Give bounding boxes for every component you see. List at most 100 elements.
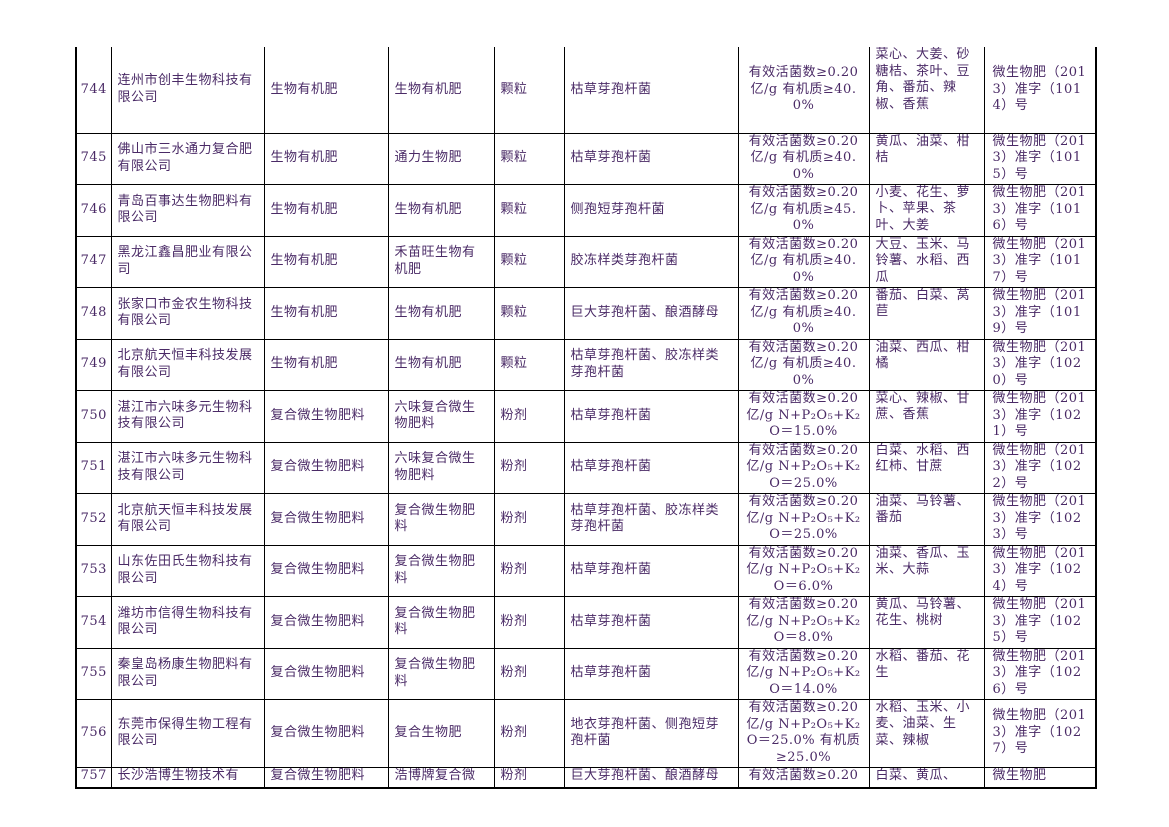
row-number: 746: [75, 183, 112, 237]
product-name: 生物有机肥: [387, 183, 495, 237]
company: 佛山市三水通力复合肥有限公司: [110, 132, 265, 185]
product-category: 复合微生物肥料: [263, 544, 389, 597]
row-number: 744: [75, 47, 112, 134]
table-row: 748 张家口市金农生物科技有限公司 生物有机肥 生物有机肥 颗粒 巨大芽孢杆菌、酿酒酵母…: [75, 286, 1097, 340]
table-row: 754 潍坊市信得生物科技有限公司 复合微生物肥料 复合微生物肥料 粉剂 枯草芽孢杆菌 有效…: [75, 595, 1097, 649]
registration-number: 微生物肥（2013）准字（1017）号: [983, 235, 1097, 288]
content: 有效活菌数≥0.20亿/g N+P₂O₅+K₂O＝8.0%: [737, 595, 870, 649]
row-number: 757: [75, 766, 112, 789]
strain: 枯草芽孢杆菌、胶冻样类芽孢杆菌: [563, 492, 739, 546]
product-name: 生物有机肥: [387, 286, 495, 340]
registration-number: 微生物肥（2013）准字（1027）号: [983, 698, 1097, 768]
content: 有效活菌数≥0.20亿/g 有机质≥40.0%: [737, 235, 870, 288]
strain: 胶冻样类芽孢杆菌: [563, 235, 739, 288]
strain: 枯草芽孢杆菌: [563, 132, 739, 185]
company: 湛江市六味多元生物科技有限公司: [110, 389, 265, 443]
form: 颗粒: [493, 183, 565, 237]
crops: 水稻、玉米、小麦、油菜、生菜、辣椒: [868, 698, 985, 768]
strain: 枯草芽孢杆菌: [563, 389, 739, 443]
strain: 巨大芽孢杆菌、酿酒酵母: [563, 766, 739, 789]
crops: 大豆、玉米、马铃薯、水稻、西瓜: [868, 235, 985, 288]
company: 潍坊市信得生物科技有限公司: [110, 595, 265, 649]
crops: 黄瓜、油菜、柑桔: [868, 132, 985, 185]
product-name: 通力生物肥: [387, 132, 495, 185]
company: 张家口市金农生物科技有限公司: [110, 286, 265, 340]
registration-number: 微生物肥（2013）准字（1020）号: [983, 338, 1097, 391]
company: 东莞市保得生物工程有限公司: [110, 698, 265, 768]
crops: 油菜、西瓜、柑橘: [868, 338, 985, 391]
product-category: 复合微生物肥料: [263, 441, 389, 494]
product-name: 生物有机肥: [387, 47, 495, 134]
company: 黑龙江鑫昌肥业有限公司: [110, 235, 265, 288]
strain: 枯草芽孢杆菌、胶冻样类芽孢杆菌: [563, 338, 739, 391]
crops: 油菜、马铃薯、番茄: [868, 492, 985, 546]
data-table: 744 连州市创丰生物科技有限公司 生物有机肥 生物有机肥 颗粒 枯草芽孢杆菌 有效活菌数≥…: [75, 47, 1097, 789]
registration-number: 微生物肥（2013）准字（1019）号: [983, 286, 1097, 340]
product-category: 生物有机肥: [263, 235, 389, 288]
form: 粉剂: [493, 698, 565, 768]
product-name: 生物有机肥: [387, 338, 495, 391]
form: 粉剂: [493, 389, 565, 443]
strain: 枯草芽孢杆菌: [563, 595, 739, 649]
strain: 枯草芽孢杆菌: [563, 544, 739, 597]
company: 山东佐田氏生物科技有限公司: [110, 544, 265, 597]
product-category: 生物有机肥: [263, 338, 389, 391]
content: 有效活菌数≥0.20亿/g 有机质≥40.0%: [737, 286, 870, 340]
content: 有效活菌数≥0.20亿/g 有机质≥40.0%: [737, 338, 870, 391]
product-name: 禾苗旺生物有机肥: [387, 235, 495, 288]
product-name: 六味复合微生物肥料: [387, 389, 495, 443]
content: 有效活菌数≥0.20亿/g N+P₂O₅+K₂O＝6.0%: [737, 544, 870, 597]
strain: 枯草芽孢杆菌: [563, 47, 739, 134]
product-name: 复合生物肥: [387, 698, 495, 768]
registration-number: 微生物肥（2013）准字（1025）号: [983, 595, 1097, 649]
company: 秦皇岛杨康生物肥料有限公司: [110, 647, 265, 700]
table-body: 744 连州市创丰生物科技有限公司 生物有机肥 生物有机肥 颗粒 枯草芽孢杆菌 有效活菌数≥…: [75, 47, 1097, 789]
row-number: 750: [75, 389, 112, 443]
form: 颗粒: [493, 338, 565, 391]
registration-number: 微生物肥（2013）准字（1021）号: [983, 389, 1097, 443]
company: 湛江市六味多元生物科技有限公司: [110, 441, 265, 494]
form: 颗粒: [493, 286, 565, 340]
strain: 枯草芽孢杆菌: [563, 647, 739, 700]
registration-number: 微生物肥（2013）准字（1023）号: [983, 492, 1097, 546]
row-number: 753: [75, 544, 112, 597]
registration-number: 微生物肥: [983, 766, 1097, 789]
row-number: 748: [75, 286, 112, 340]
crops: 白菜、黄瓜、: [868, 766, 985, 789]
row-number: 749: [75, 338, 112, 391]
content: 有效活菌数≥0.20亿/g 有机质≥40.0%: [737, 132, 870, 185]
form: 颗粒: [493, 47, 565, 134]
product-category: 生物有机肥: [263, 132, 389, 185]
registration-number: 微生物肥（2013）准字（1022）号: [983, 441, 1097, 494]
content: 有效活菌数≥0.20亿/g 有机质≥40.0%: [737, 47, 870, 134]
table-row: 750 湛江市六味多元生物科技有限公司 复合微生物肥料 六味复合微生物肥料 粉剂 枯草芽孢…: [75, 389, 1097, 443]
registration-number: 微生物肥（2013）准字（1016）号: [983, 183, 1097, 237]
company: 连州市创丰生物科技有限公司: [110, 47, 265, 134]
crops: 水稻、番茄、花生: [868, 647, 985, 700]
product-category: 复合微生物肥料: [263, 766, 389, 789]
table-row: 756 东莞市保得生物工程有限公司 复合微生物肥料 复合生物肥 粉剂 地衣芽孢杆菌、侧孢短…: [75, 698, 1097, 768]
table-row: 753 山东佐田氏生物科技有限公司 复合微生物肥料 复合微生物肥料 粉剂 枯草芽孢杆菌 有效…: [75, 544, 1097, 597]
row-number: 745: [75, 132, 112, 185]
strain: 地衣芽孢杆菌、侧孢短芽孢杆菌: [563, 698, 739, 768]
product-name: 复合微生物肥料: [387, 544, 495, 597]
product-name: 复合微生物肥料: [387, 492, 495, 546]
row-number: 756: [75, 698, 112, 768]
content: 有效活菌数≥0.20亿/g N+P₂O₅+K₂O＝25.0% 有机质≥25.0%: [737, 698, 870, 768]
form: 颗粒: [493, 235, 565, 288]
crops: 黄瓜、马铃薯、花生、桃树: [868, 595, 985, 649]
crops: 油菜、香瓜、玉米、大蒜: [868, 544, 985, 597]
product-category: 复合微生物肥料: [263, 389, 389, 443]
form: 粉剂: [493, 595, 565, 649]
crops: 番茄、白菜、莴苣: [868, 286, 985, 340]
row-number: 752: [75, 492, 112, 546]
product-name: 复合微生物肥料: [387, 647, 495, 700]
content: 有效活菌数≥0.20: [737, 766, 870, 789]
registration-number: 微生物肥（2013）准字（1014）号: [983, 47, 1097, 134]
table-row: 755 秦皇岛杨康生物肥料有限公司 复合微生物肥料 复合微生物肥料 粉剂 枯草芽孢杆菌 有效…: [75, 647, 1097, 700]
registration-number: 微生物肥（2013）准字（1024）号: [983, 544, 1097, 597]
company: 北京航天恒丰科技发展有限公司: [110, 338, 265, 391]
content: 有效活菌数≥0.20亿/g 有机质≥45.0%: [737, 183, 870, 237]
product-category: 复合微生物肥料: [263, 698, 389, 768]
